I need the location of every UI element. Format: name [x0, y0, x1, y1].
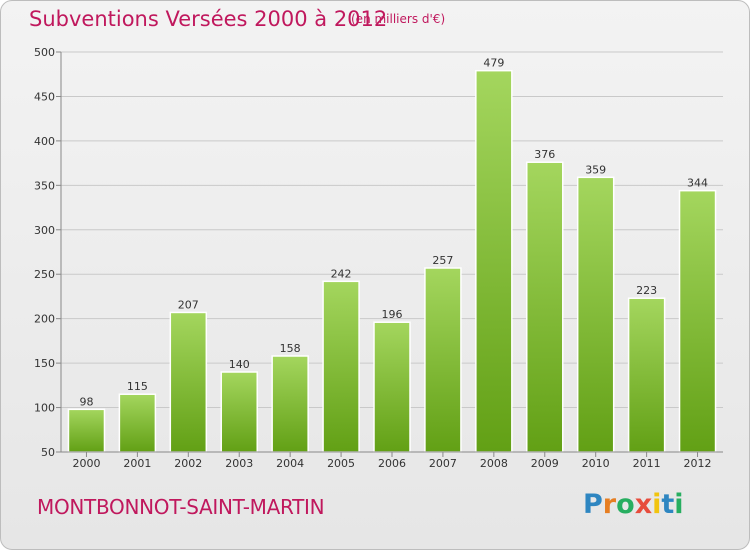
value-label-2007: 257 [432, 254, 453, 267]
y-tick-label: 450 [34, 90, 55, 103]
bar-2009 [526, 161, 564, 453]
x-tick-label-2011: 2011 [633, 457, 661, 470]
bar-2011 [627, 297, 666, 453]
value-label-2010: 359 [585, 163, 606, 176]
x-tick-label-2002: 2002 [174, 457, 202, 470]
y-tick-label: 200 [34, 313, 55, 326]
logo-letter: P [583, 489, 603, 520]
proxiti-logo: Proxiti [583, 489, 684, 520]
bar-2003 [220, 371, 258, 453]
value-label-2003: 140 [229, 358, 250, 371]
value-label-2000: 98 [79, 395, 93, 408]
logo-letter: o [616, 489, 635, 520]
y-tick-label: 350 [34, 179, 55, 192]
logo-letter: i [674, 489, 684, 520]
y-tick-label: 250 [34, 268, 55, 281]
bar-2005 [322, 280, 360, 453]
bar-2000 [67, 408, 106, 453]
x-tick-label-2005: 2005 [327, 457, 355, 470]
chart-unit: (en milliers d'€) [351, 12, 446, 26]
x-tick-label-2000: 2000 [72, 457, 100, 470]
bar-2001 [118, 393, 157, 453]
x-tick-label-2012: 2012 [684, 457, 712, 470]
logo-letter: t [661, 489, 675, 520]
value-label-2008: 479 [483, 57, 504, 70]
logo-letter: i [652, 489, 662, 520]
x-tick-label-2001: 2001 [123, 457, 151, 470]
value-label-2011: 223 [636, 284, 657, 297]
y-tick-label: 400 [34, 135, 55, 148]
x-tick-label-2006: 2006 [378, 457, 406, 470]
y-tick-label: 150 [34, 357, 55, 370]
x-tick-label-2007: 2007 [429, 457, 457, 470]
bar-2008 [475, 69, 513, 453]
bar-2007 [424, 267, 462, 453]
x-tick-label-2003: 2003 [225, 457, 253, 470]
y-tick-label: 100 [34, 402, 55, 415]
value-label-2006: 196 [382, 308, 403, 321]
chart-title: Subventions Versées 2000 à 2012 [29, 7, 388, 31]
x-tick-label-2008: 2008 [480, 457, 508, 470]
bar-2004 [271, 355, 309, 453]
bar-2012 [678, 189, 717, 453]
value-label-2002: 207 [178, 298, 199, 311]
value-label-2004: 158 [280, 342, 301, 355]
x-tick-label-2004: 2004 [276, 457, 304, 470]
bar-2002 [169, 311, 208, 453]
bar-2006 [373, 321, 411, 453]
y-tick-label: 300 [34, 224, 55, 237]
value-label-2005: 242 [331, 267, 352, 280]
logo-letter: r [602, 489, 617, 520]
value-label-2012: 344 [687, 177, 708, 190]
y-tick-label: 500 [34, 46, 55, 59]
value-label-2009: 376 [534, 148, 555, 161]
bar-2010 [576, 176, 615, 453]
x-tick-label-2009: 2009 [531, 457, 559, 470]
commune-name: MONTBONNOT-SAINT-MARTIN [37, 495, 325, 519]
y-tick-label: 50 [41, 446, 55, 459]
x-tick-label-2010: 2010 [582, 457, 610, 470]
logo-letter: x [634, 489, 653, 520]
value-label-2001: 115 [127, 380, 148, 393]
